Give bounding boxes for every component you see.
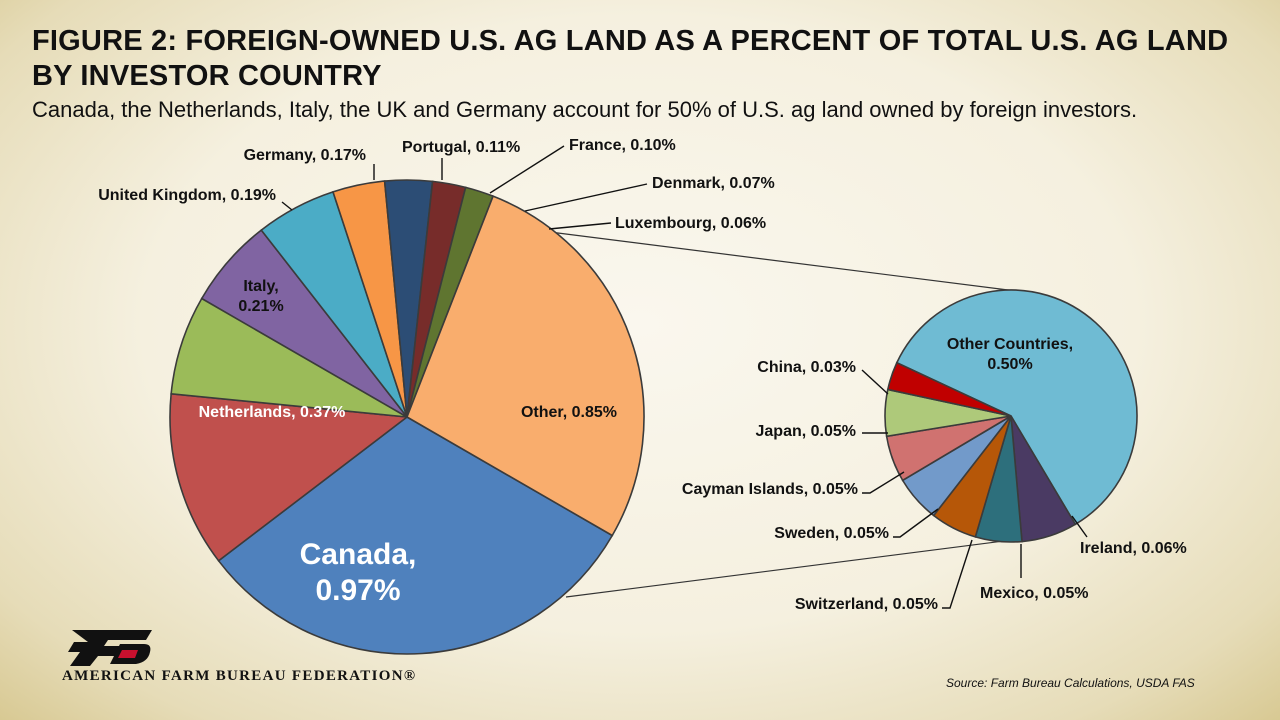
slice-label-china: China, 0.03% bbox=[757, 359, 856, 376]
source-note: Source: Farm Bureau Calculations, USDA F… bbox=[946, 676, 1195, 690]
leader-line-luxembourg bbox=[548, 222, 612, 230]
leader-line-ireland bbox=[1071, 515, 1088, 538]
slice-label-denmark: Denmark, 0.07% bbox=[652, 175, 775, 192]
slice-label-switzerland: Switzerland, 0.05% bbox=[795, 596, 938, 613]
slice-label-united-kingdom: United Kingdom, 0.19% bbox=[98, 187, 276, 204]
pie-slice-other-countries bbox=[895, 289, 1138, 526]
slice-label-mexico: Mexico, 0.05% bbox=[980, 585, 1089, 602]
chart-title: FIGURE 2: FOREIGN-OWNED U.S. AG LAND AS … bbox=[32, 25, 1229, 92]
slice-label-sweden: Sweden, 0.05% bbox=[774, 525, 889, 542]
slice-label-cayman-islands: Cayman Islands, 0.05% bbox=[682, 481, 858, 498]
pie-slice-netherlands bbox=[169, 392, 410, 562]
slice-label-other: Other, 0.85% bbox=[521, 404, 617, 421]
leader-line-denmark bbox=[524, 183, 648, 212]
leader-line-china bbox=[861, 369, 889, 395]
slice-label-luxembourg: Luxembourg, 0.06% bbox=[615, 215, 766, 232]
slice-label-japan: Japan, 0.05% bbox=[756, 423, 857, 440]
slice-label-portugal: Portugal, 0.11% bbox=[402, 139, 520, 156]
pie-slice-other bbox=[406, 195, 645, 537]
leader-line-united-kingdom bbox=[281, 201, 293, 211]
slice-label-ireland: Ireland, 0.06% bbox=[1080, 540, 1187, 557]
leader-line-cayman-islands bbox=[862, 471, 905, 494]
slice-label-france: France, 0.10% bbox=[569, 137, 676, 154]
leader-line-france bbox=[489, 145, 565, 194]
chart-subtitle: Canada, the Netherlands, Italy, the UK a… bbox=[32, 97, 1138, 122]
pie-slice-china bbox=[886, 361, 1012, 417]
organization-name: AMERICAN FARM BUREAU FEDERATION® bbox=[62, 668, 417, 684]
connector-line-bottom bbox=[565, 535, 1044, 598]
pie-slice-canada bbox=[217, 416, 614, 655]
leader-line-sweden bbox=[893, 508, 939, 538]
connector-line-top bbox=[549, 231, 1017, 292]
slice-label-germany: Germany, 0.17% bbox=[244, 147, 366, 164]
afbf-logo-icon bbox=[68, 630, 152, 666]
leader-line-switzerland bbox=[942, 539, 973, 609]
slice-label-canada: Canada, 0.97% bbox=[300, 538, 417, 607]
slice-label-netherlands: Netherlands, 0.37% bbox=[199, 404, 346, 421]
slice-label-other-countries: Other Countries, 0.50% bbox=[947, 336, 1073, 373]
slice-label-italy: Italy, 0.21% bbox=[238, 278, 283, 315]
